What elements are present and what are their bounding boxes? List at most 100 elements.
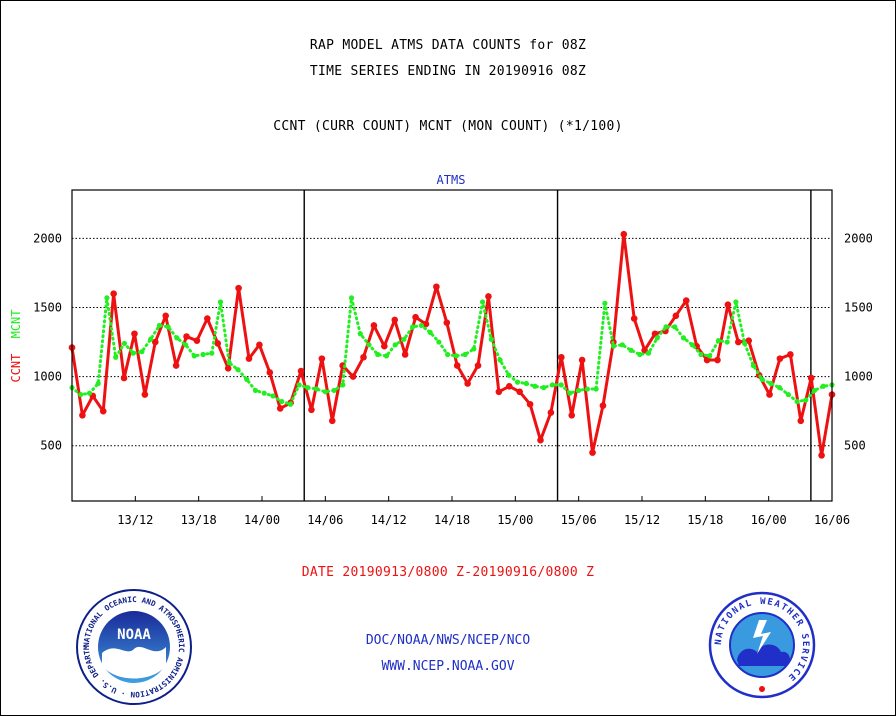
point-ccnt [391, 316, 399, 324]
point-ccnt [204, 315, 211, 322]
point-mcnt [305, 385, 311, 391]
point-mcnt [348, 295, 355, 301]
x-tick-label: 13/18 [181, 513, 217, 527]
x-tick-label: 16/00 [751, 513, 787, 527]
point-ccnt [193, 337, 201, 344]
point-ccnt [745, 337, 753, 344]
point-mcnt [113, 354, 119, 360]
point-ccnt [401, 351, 409, 358]
point-ccnt [308, 406, 315, 414]
y-tick-label-right: 1500 [844, 300, 873, 314]
x-tick-label: 14/18 [434, 513, 470, 527]
point-mcnt [95, 380, 101, 387]
point-ccnt [422, 320, 430, 328]
point-mcnt [549, 382, 556, 388]
title-line-3: CCNT (CURR COUNT) MCNT (MON COUNT) (*1/1… [273, 119, 623, 134]
y-tick-label-right: 1000 [844, 370, 873, 384]
point-mcnt [357, 331, 363, 337]
point-mcnt [680, 335, 687, 341]
point-mcnt [410, 324, 416, 330]
point-mcnt [313, 386, 320, 392]
point-ccnt [526, 400, 534, 408]
point-mcnt [270, 393, 276, 399]
point-mcnt [733, 299, 739, 305]
chart-title: ATMS [437, 173, 466, 187]
point-mcnt [628, 347, 634, 353]
point-mcnt [532, 383, 538, 389]
x-tick-label: 16/06 [814, 513, 850, 527]
point-ccnt [703, 356, 711, 364]
point-ccnt [599, 402, 607, 409]
point-mcnt [78, 391, 84, 398]
point-mcnt [742, 340, 748, 347]
axis-layer: 500 500 1000 1000 1500 1500 2000 2000 13/12 13/18… [33, 231, 873, 527]
point-mcnt [462, 351, 468, 358]
point-ccnt [235, 284, 242, 292]
point-ccnt [256, 341, 263, 349]
point-mcnt [86, 390, 93, 396]
x-tick-label: 15/06 [561, 513, 597, 527]
point-ccnt [151, 338, 159, 346]
plot-frame [71, 189, 833, 502]
point-ccnt [724, 301, 732, 309]
point-mcnt [820, 383, 826, 389]
point-mcnt [331, 387, 337, 394]
point-mcnt [287, 401, 293, 407]
point-ccnt [568, 412, 576, 419]
point-mcnt [497, 357, 503, 363]
point-mcnt [645, 350, 652, 356]
point-mcnt [479, 299, 486, 305]
point-mcnt [593, 386, 599, 392]
point-mcnt [471, 346, 477, 352]
y-tick-label-right: 500 [844, 439, 866, 453]
point-mcnt [130, 350, 136, 356]
point-mcnt [794, 398, 800, 405]
point-mcnt [715, 338, 722, 344]
point-ccnt [412, 313, 419, 321]
point-mcnt [322, 389, 328, 395]
point-ccnt [381, 342, 388, 350]
point-ccnt [485, 293, 492, 300]
point-ccnt [183, 333, 190, 340]
point-ccnt [558, 353, 565, 361]
point-mcnt [139, 349, 145, 355]
point-ccnt [464, 380, 471, 387]
point-ccnt [474, 362, 482, 369]
point-mcnt [707, 353, 713, 359]
point-mcnt [453, 353, 459, 359]
svg-text:CCNT MCNT: CCNT MCNT [9, 309, 23, 382]
credit-website: WWW.NCEP.NOAA.GOV [381, 659, 515, 674]
point-mcnt [296, 382, 302, 388]
y-tick-label-left: 1000 [33, 370, 62, 384]
point-mcnt [576, 387, 582, 394]
grid-layer [72, 190, 832, 501]
date-range: DATE 20190913/0800 Z-20190916/0800 Z [301, 565, 595, 580]
point-mcnt [165, 324, 171, 330]
point-mcnt [244, 376, 250, 382]
point-ccnt [766, 391, 773, 398]
x-tick-label: 14/12 [371, 513, 407, 527]
point-ccnt [120, 374, 128, 382]
point-mcnt [252, 387, 259, 394]
point-mcnt [611, 343, 617, 349]
point-mcnt [104, 295, 110, 301]
x-tick-label: 15/18 [687, 513, 723, 527]
point-mcnt [191, 353, 197, 359]
point-ccnt [735, 338, 742, 346]
point-mcnt [654, 335, 660, 341]
point-mcnt [567, 390, 573, 396]
point-ccnt [172, 362, 180, 369]
point-mcnt [768, 380, 774, 387]
point-mcnt [759, 376, 765, 382]
point-mcnt [637, 351, 643, 358]
point-mcnt [619, 342, 625, 348]
point-mcnt [506, 372, 512, 378]
point-mcnt [174, 335, 180, 341]
point-ccnt [714, 356, 721, 364]
point-mcnt [445, 351, 451, 358]
point-mcnt [279, 398, 285, 405]
point-mcnt [209, 350, 215, 356]
point-ccnt [797, 417, 805, 425]
point-ccnt [630, 315, 638, 322]
